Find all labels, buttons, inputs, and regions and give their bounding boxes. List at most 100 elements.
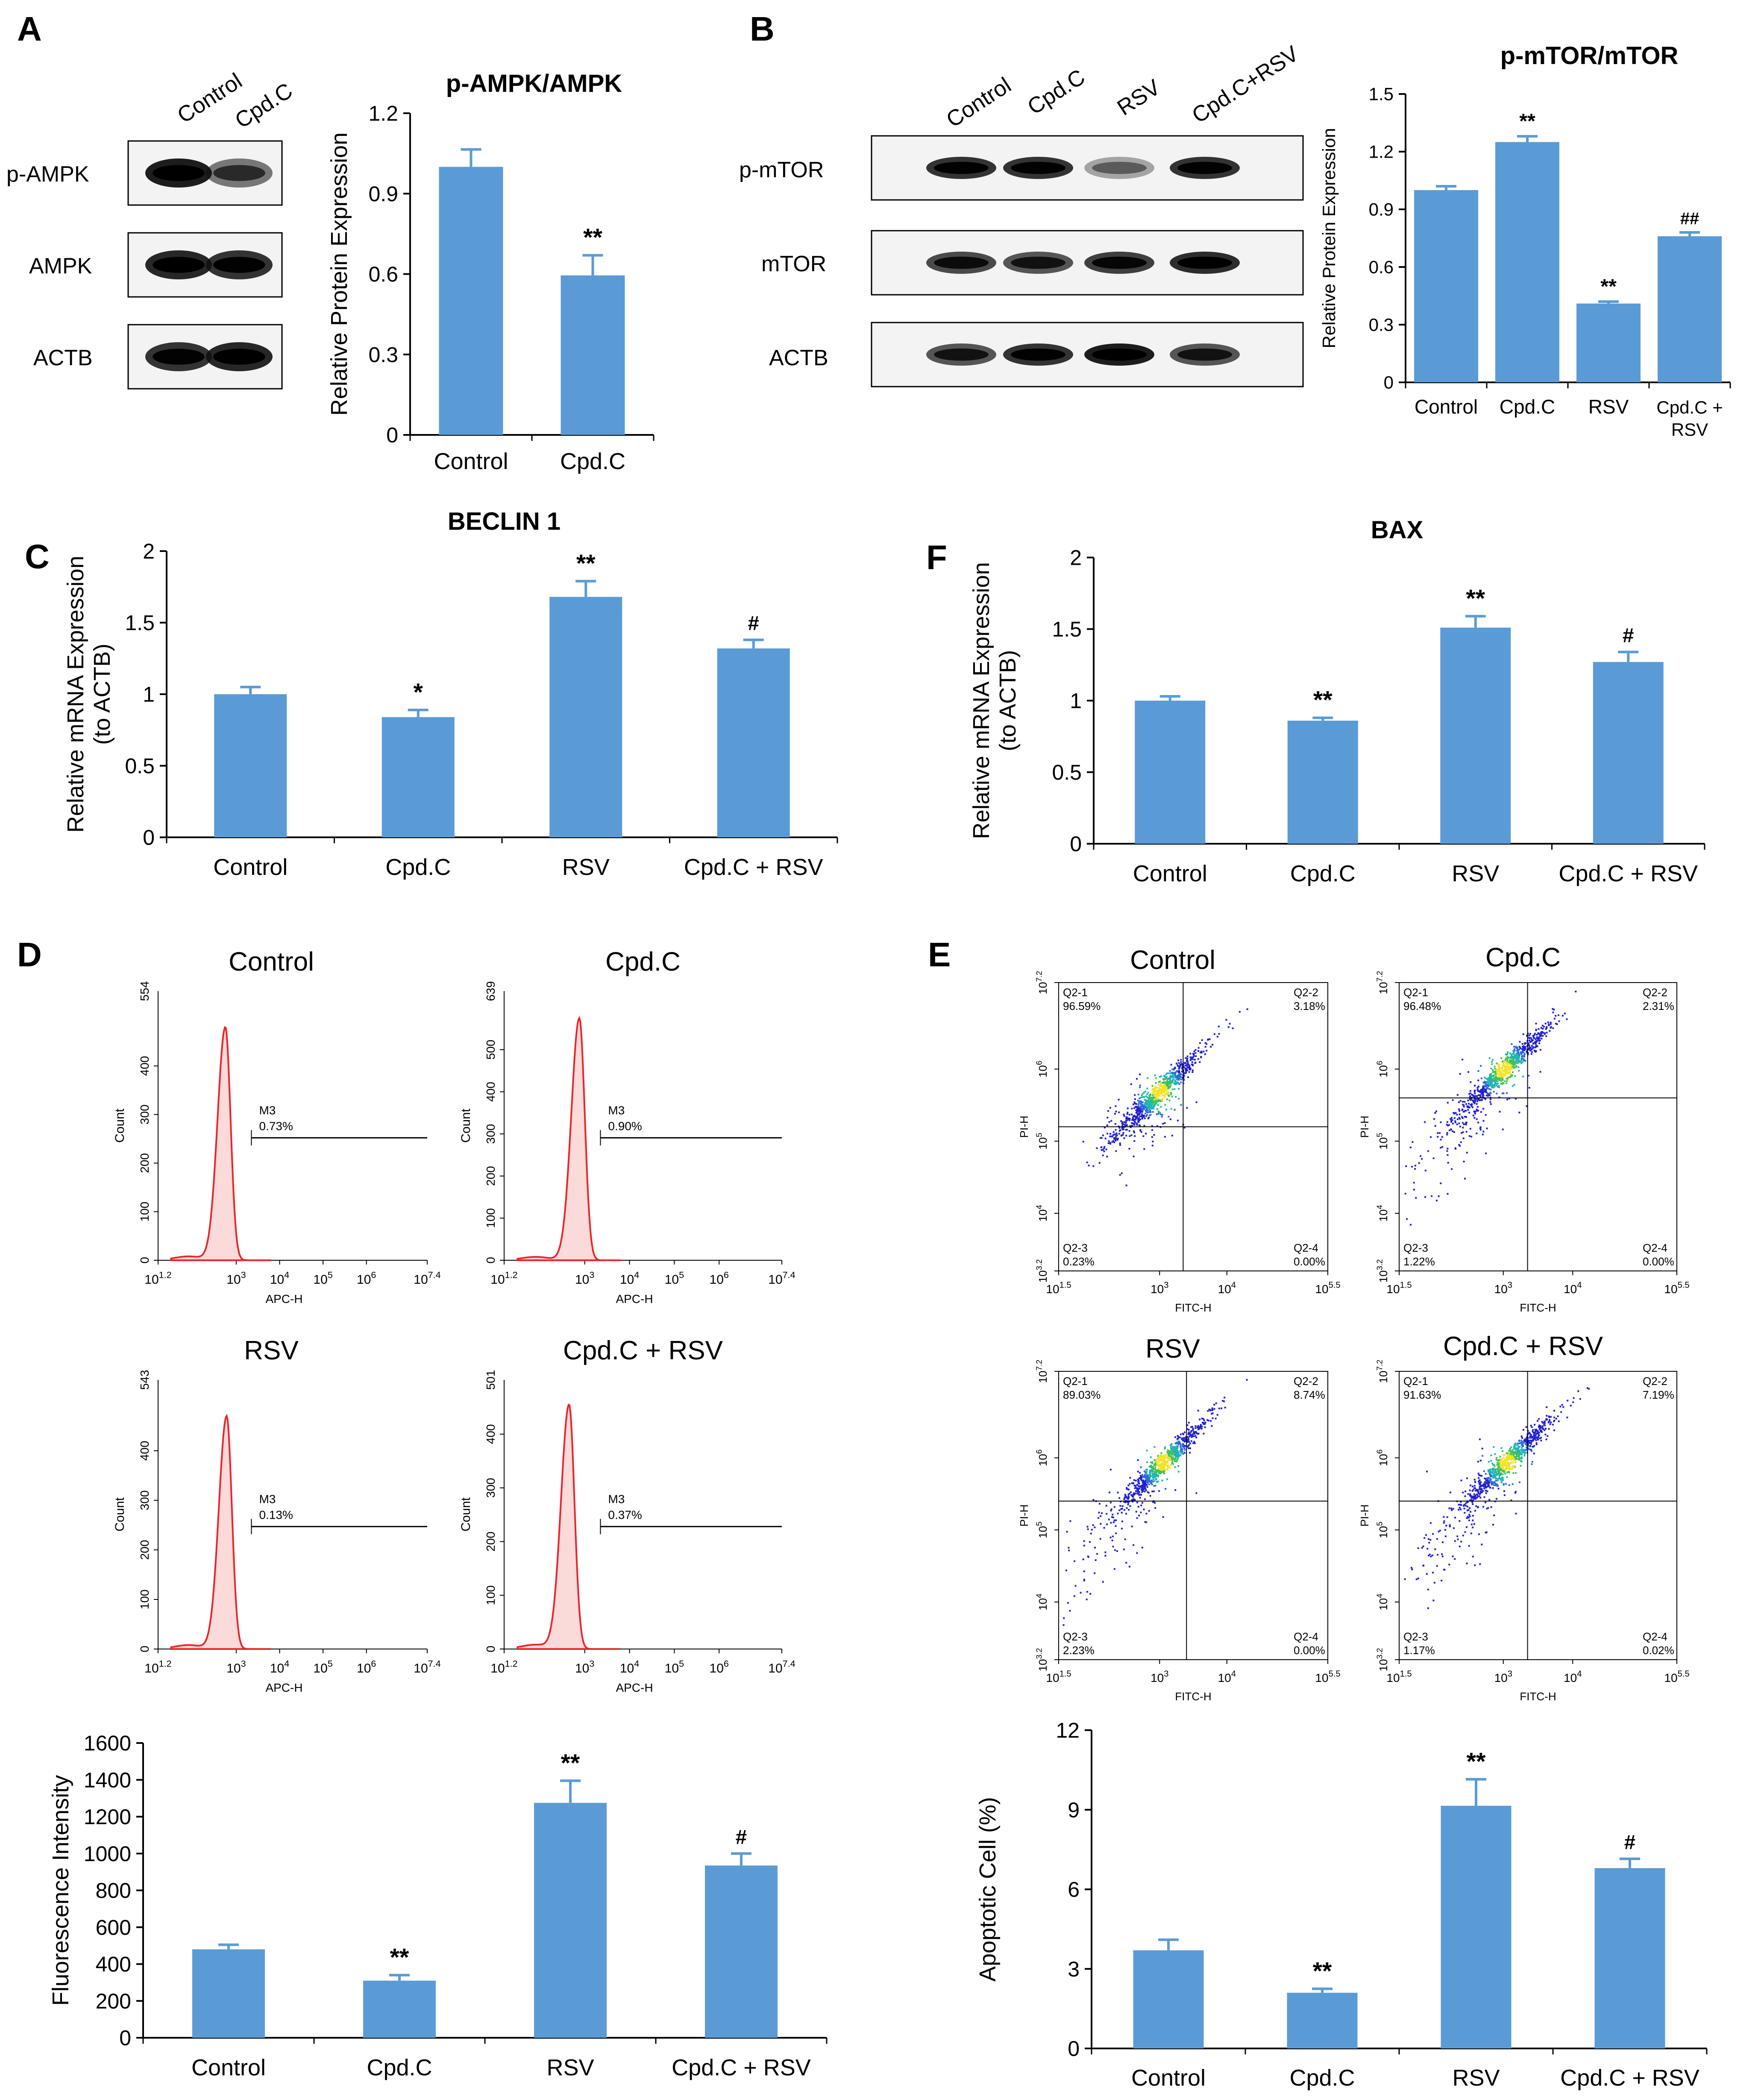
cell-event — [1204, 1046, 1206, 1048]
cell-event — [1473, 1479, 1476, 1481]
cell-event — [1531, 1045, 1533, 1047]
cell-event — [1487, 1086, 1489, 1088]
cell-event — [1156, 1471, 1158, 1473]
cell-event — [1517, 1053, 1520, 1055]
cell-event — [1150, 1097, 1152, 1099]
y-tick-label: 1 — [1070, 689, 1082, 713]
cell-event — [1121, 1520, 1123, 1523]
cell-event — [1167, 1078, 1169, 1080]
cell-event — [1186, 1436, 1188, 1438]
cell-event — [1456, 1124, 1458, 1126]
cell-event — [1142, 1485, 1145, 1487]
cell-event — [1510, 1446, 1512, 1448]
cell-event — [1162, 1123, 1164, 1125]
cell-event — [1189, 1452, 1191, 1454]
cell-event — [1141, 1105, 1143, 1107]
cell-event — [1422, 1565, 1424, 1567]
cell-event — [1548, 1420, 1550, 1422]
cell-event — [1154, 1086, 1156, 1089]
cell-event — [1524, 1438, 1526, 1441]
cell-event — [1168, 1080, 1170, 1083]
cell-event — [1529, 1440, 1531, 1442]
cell-event — [1464, 1531, 1466, 1533]
blot-band-core — [1011, 348, 1065, 361]
cell-event — [1510, 1075, 1512, 1077]
cell-event — [1067, 1602, 1069, 1604]
cell-event — [1143, 1092, 1145, 1094]
cell-event — [1543, 1421, 1545, 1423]
cell-event — [1143, 1483, 1145, 1485]
cell-event — [1505, 1465, 1507, 1467]
cell-event — [1459, 1520, 1461, 1522]
cell-event — [1513, 1067, 1515, 1069]
cell-event — [1157, 1474, 1159, 1476]
cell-event — [1129, 1135, 1131, 1137]
cell-event — [1484, 1090, 1486, 1092]
cell-event — [1215, 1402, 1217, 1404]
cell-event — [1552, 1423, 1554, 1426]
cell-event — [1535, 1023, 1537, 1025]
cell-event — [1137, 1505, 1139, 1508]
cell-event — [1160, 1469, 1162, 1471]
cell-event — [1487, 1077, 1489, 1080]
cell-event — [1141, 1115, 1143, 1117]
cell-event — [1497, 1470, 1499, 1472]
cell-event — [1089, 1593, 1092, 1595]
cell-event — [1481, 1447, 1483, 1450]
cell-event — [1503, 1469, 1505, 1471]
cell-event — [1518, 1456, 1520, 1458]
cell-event — [1159, 1113, 1162, 1115]
cell-event — [1550, 1416, 1552, 1418]
y-tick-label: 103.2 — [1375, 1648, 1390, 1672]
cell-event — [1136, 1113, 1139, 1115]
cell-event — [1140, 1106, 1142, 1108]
quadrant-name: Q2-2 — [1294, 1375, 1318, 1388]
cell-event — [1194, 1442, 1196, 1444]
blot-band-core — [153, 257, 205, 273]
cell-event — [1515, 1442, 1517, 1444]
cell-event — [1094, 1526, 1096, 1529]
cell-event — [1530, 1434, 1532, 1436]
cell-event — [1501, 1458, 1503, 1460]
cell-event — [1540, 1437, 1542, 1439]
cell-event — [1477, 1070, 1479, 1072]
cell-event — [1159, 1080, 1161, 1083]
cell-event — [1512, 1461, 1514, 1463]
cell-event — [1127, 1107, 1129, 1109]
cell-event — [1516, 1452, 1518, 1455]
cell-event — [1515, 1046, 1517, 1048]
cell-event — [1104, 1137, 1107, 1139]
cell-event — [1132, 1494, 1134, 1496]
cell-event — [1465, 1491, 1467, 1493]
cell-event — [1459, 1126, 1461, 1128]
plot-frame — [1399, 1371, 1677, 1660]
cell-event — [1458, 1504, 1460, 1506]
cell-event — [1170, 1464, 1172, 1466]
cell-event — [1163, 1084, 1165, 1086]
bar — [561, 275, 625, 435]
cell-event — [1517, 1060, 1519, 1062]
cell-event — [1434, 1548, 1436, 1550]
cell-event — [1068, 1549, 1070, 1552]
cell-event — [1508, 1464, 1510, 1467]
cell-event — [1145, 1103, 1147, 1106]
cell-event — [1494, 1465, 1496, 1467]
cell-event — [1153, 1446, 1156, 1448]
cell-event — [1520, 1061, 1522, 1063]
cell-event — [1156, 1464, 1159, 1466]
cell-event — [1537, 1430, 1539, 1432]
cell-event — [1195, 1432, 1198, 1434]
cell-event — [1138, 1100, 1140, 1102]
cell-event — [1159, 1456, 1161, 1458]
cell-event — [1146, 1461, 1148, 1463]
cell-event — [1159, 1095, 1161, 1097]
cell-event — [1493, 1473, 1495, 1476]
cell-event — [1142, 1104, 1145, 1106]
cell-event — [1106, 1513, 1108, 1515]
cell-event — [1188, 1429, 1190, 1431]
cell-event — [1509, 1458, 1512, 1460]
cell-event — [1553, 1420, 1555, 1423]
y-tick-label: 0 — [143, 826, 155, 850]
